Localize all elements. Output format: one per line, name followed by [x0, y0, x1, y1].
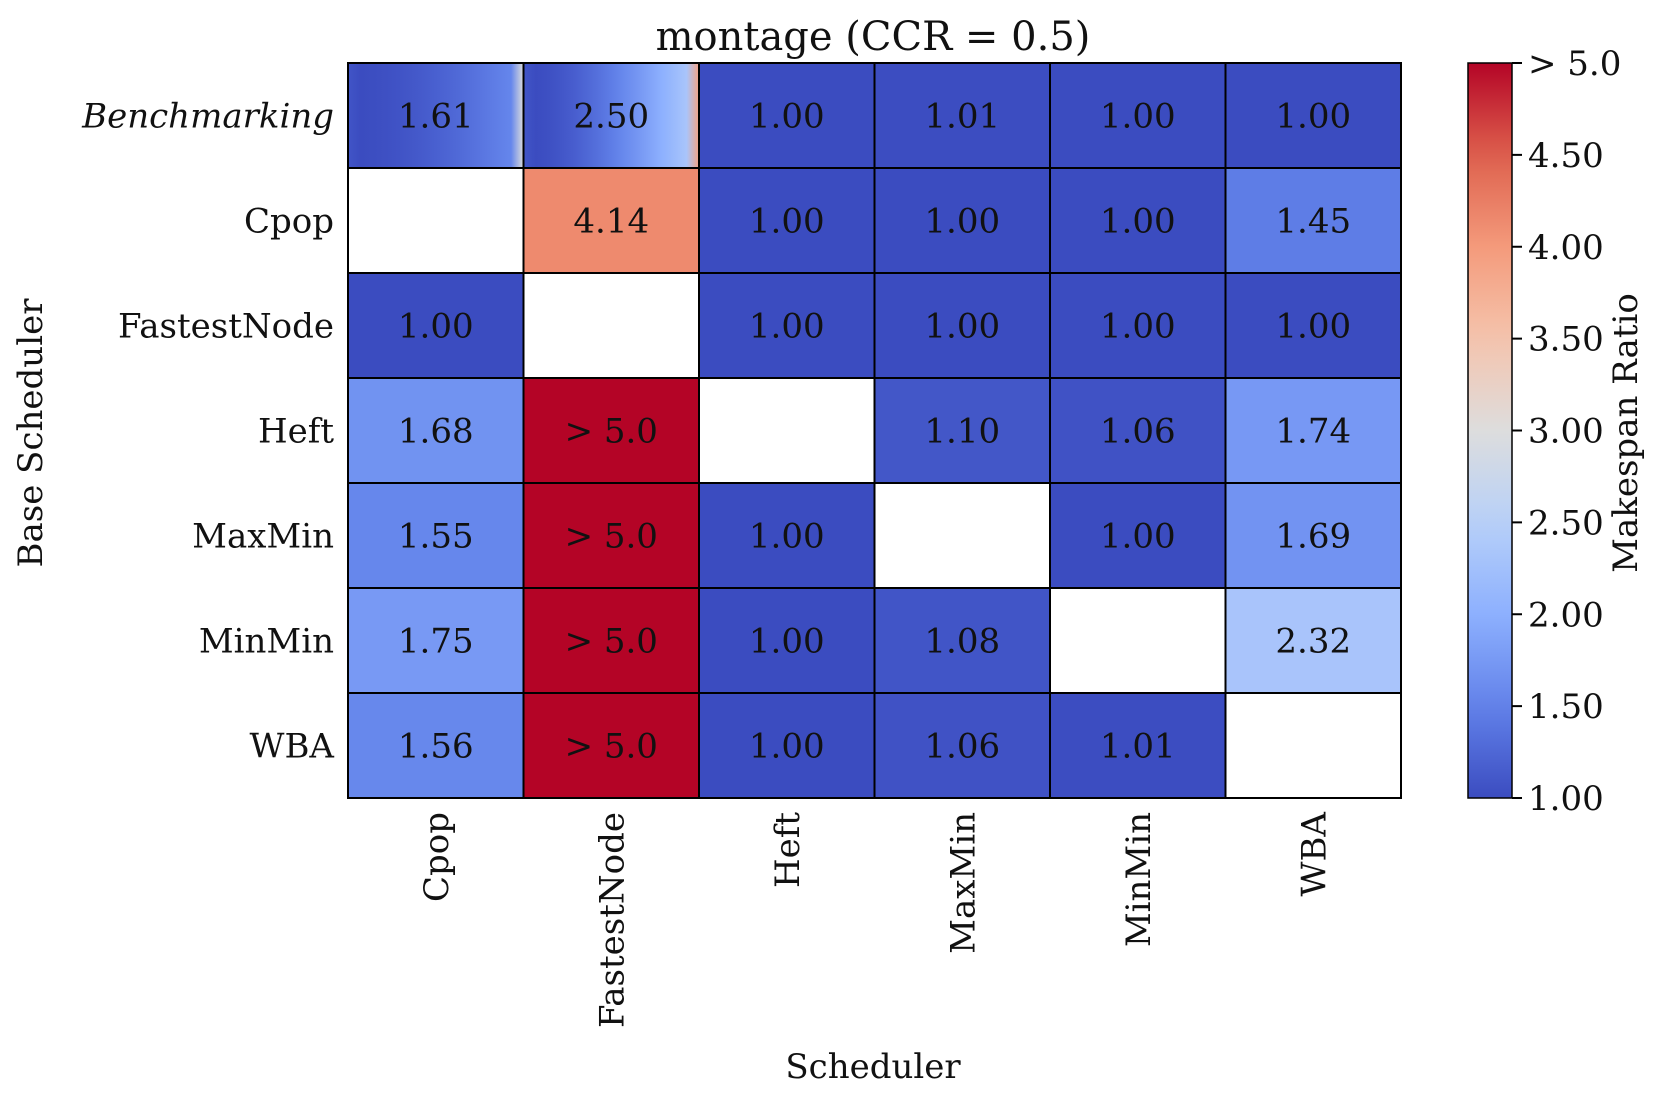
y-tick-label: Heft [258, 412, 334, 452]
cell-value-label: 4.14 [573, 202, 649, 242]
heatmap-border [347, 62, 1402, 799]
cell-value-label: 1.06 [1100, 412, 1176, 452]
heatmap-cell [1049, 377, 1227, 484]
cell-value-label: 1.00 [749, 622, 825, 662]
x-tick-labels: Cpop FastestNode Heft MaxMin MinMin WBA [417, 812, 1335, 1028]
x-tick-label: Heft [768, 812, 808, 888]
y-tick-label: MaxMin [192, 517, 334, 557]
heatmap-cell [1049, 167, 1227, 274]
x-tick-label: MinMin [1119, 812, 1159, 947]
chart-title: montage (CCR = 0.5) [656, 14, 1091, 60]
heatmap-cell [873, 377, 1051, 484]
heatmap-cell [347, 62, 525, 169]
cell-value-label: 1.00 [1100, 517, 1176, 557]
y-tick-label: FastestNode [118, 307, 334, 347]
cell-value-label: 1.06 [924, 727, 1000, 767]
cell-value-label: 1.01 [924, 97, 1000, 137]
heatmap-cell [1224, 272, 1402, 379]
colorbar-tick-label: 4.50 [1528, 136, 1604, 176]
cell-value-label: 1.74 [1275, 412, 1351, 452]
x-tick-label: FastestNode [592, 812, 632, 1028]
colorbar-tick-label: > 5.0 [1528, 44, 1621, 84]
heatmap-cell [698, 167, 876, 274]
colorbar-tick-label: 2.50 [1528, 503, 1604, 543]
cell-value-label: > 5.0 [565, 517, 658, 557]
cell-value-label: 1.10 [924, 412, 1000, 452]
heatmap-cell [347, 587, 525, 694]
cell-value-label: 1.00 [1100, 97, 1176, 137]
heatmap-cell [1224, 62, 1402, 169]
cell-value-label: 1.61 [398, 97, 474, 137]
x-tick-label: WBA [1294, 812, 1334, 897]
colorbar: 1.00 1.50 2.00 2.50 3.00 3.50 4.00 4.50 > 5.0 [1467, 44, 1621, 819]
colorbar-label: Makespan Ratio [1606, 293, 1646, 573]
cell-value-label: 1.00 [749, 97, 825, 137]
y-tick-label: Cpop [244, 202, 334, 242]
cell-value-label: 1.00 [1275, 97, 1351, 137]
cell-value-label: 1.75 [398, 622, 474, 662]
cell-value-label: 1.69 [1275, 517, 1351, 557]
heatmap-cell [522, 377, 700, 484]
cell-value-label: 1.01 [1100, 727, 1176, 767]
heatmap-cell [698, 377, 876, 484]
cell-value-label: 1.00 [1100, 307, 1176, 347]
cell-value-label: 1.00 [749, 727, 825, 767]
colorbar-tick-label: 3.50 [1528, 320, 1604, 360]
cell-value-label: 1.56 [398, 727, 474, 767]
cell-value-label: 1.00 [924, 307, 1000, 347]
cell-value-label: 1.45 [1275, 202, 1351, 242]
colorbar-tick-label: 1.50 [1528, 687, 1604, 727]
heatmap-cell [347, 272, 525, 379]
colorbar-tick-label: 3.00 [1528, 412, 1604, 452]
heatmap-cell [873, 272, 1051, 379]
y-axis-label: Base Scheduler [11, 298, 51, 568]
heatmap-cell [347, 482, 525, 589]
x-axis-label: Scheduler [785, 1047, 961, 1087]
cell-value-label: 1.00 [1100, 202, 1176, 242]
heatmap-cell [347, 167, 525, 274]
cell-value-label: > 5.0 [565, 622, 658, 662]
heatmap-cell [1224, 692, 1402, 799]
cell-value-label: 2.32 [1275, 622, 1351, 662]
heatmap-cell [1049, 587, 1227, 694]
cell-value-label: > 5.0 [565, 727, 658, 767]
x-tick-label: Cpop [417, 812, 457, 902]
heatmap-cell [1224, 587, 1402, 694]
heatmap-cell [1049, 692, 1227, 799]
cell-value-label: 1.08 [924, 622, 1000, 662]
cell-value-label: 1.00 [398, 307, 474, 347]
heatmap-cell [522, 587, 700, 694]
heatmap-cell [873, 482, 1051, 589]
cell-value-label: 1.00 [924, 202, 1000, 242]
cell-value-label: 1.00 [749, 307, 825, 347]
cell-value-label: > 5.0 [565, 412, 658, 452]
colorbar-tick-label: 2.00 [1528, 595, 1604, 635]
heatmap-cell [1224, 377, 1402, 484]
heatmap-cell [522, 482, 700, 589]
heatmap-cell [522, 62, 700, 169]
colorbar-tick-label: 4.00 [1528, 228, 1604, 268]
cell-value-label: 1.00 [1275, 307, 1351, 347]
colorbar-tick-label: 1.00 [1528, 779, 1604, 819]
y-tick-label: Benchmarking [81, 97, 334, 137]
cell-value-label: 1.00 [749, 202, 825, 242]
y-tick-label: MinMin [199, 622, 334, 662]
heatmap-cell [873, 62, 1051, 169]
colorbar-gradient [1467, 62, 1513, 799]
y-tick-labels: Benchmarking Cpop FastestNode Heft MaxMin Min… [81, 97, 334, 767]
cell-value-label: 1.68 [398, 412, 474, 452]
heatmap-cell [522, 272, 700, 379]
cell-value-label: 2.50 [573, 97, 649, 137]
heatmap-cell [698, 587, 876, 694]
heatmap-cell [1049, 482, 1227, 589]
y-tick-label: WBA [250, 727, 335, 767]
cell-value-label: 1.55 [398, 517, 474, 557]
heatmap-cells: 1.61 2.50 1.00 1.01 1.00 1.00 4.14 1.00 1.00 1.00… [347, 62, 1402, 799]
x-tick-label: MaxMin [943, 812, 983, 954]
cell-value-label: 1.00 [749, 517, 825, 557]
